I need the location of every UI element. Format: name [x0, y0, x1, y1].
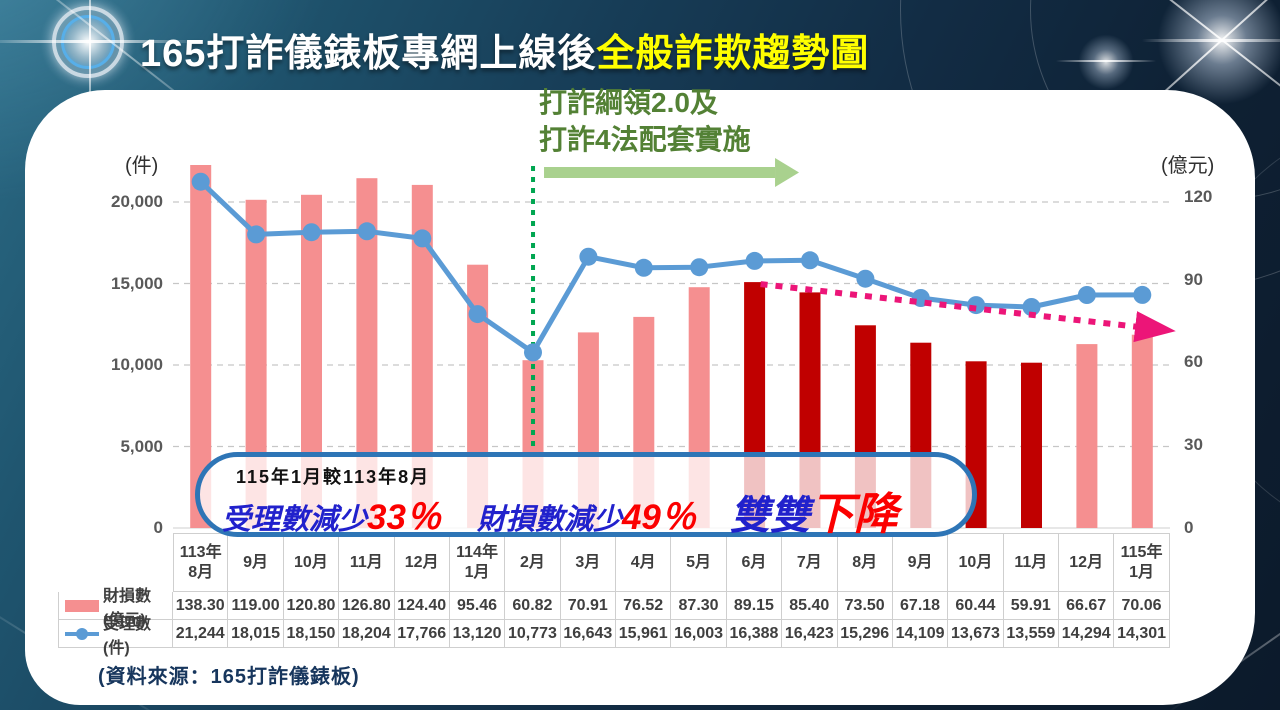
165-dashboard-logo	[38, 0, 138, 92]
loss-legend-swatch	[65, 599, 99, 612]
cases-value-cell: 15,296	[837, 620, 893, 648]
loss-value-cell: 76.52	[616, 592, 672, 620]
cases-value-cell: 14,109	[892, 620, 949, 648]
left-axis-tick: 5,000	[120, 436, 163, 456]
right-axis-tick: 30	[1184, 435, 1203, 455]
left-axis-tick: 10,000	[111, 355, 163, 374]
comparison-callout: 115年1月較113年8月 受理數減少 33％ 財損數減少 49％ 雙雙 下降	[195, 452, 977, 539]
loss-value-cell: 59.91	[1003, 592, 1059, 620]
loss-value-cell: 87.30	[671, 592, 727, 620]
loss-value-cell: 89.15	[726, 592, 783, 620]
cases-legend-cell: 受理數(件)	[58, 616, 173, 657]
cases-value-cell: 18,150	[283, 620, 340, 648]
loss-value-cell: 66.67	[1059, 592, 1115, 620]
loss-decrease-label: 財損數減少	[476, 504, 622, 536]
month-header-cell: 9月	[892, 533, 949, 592]
left-axis-unit: (件)	[125, 155, 159, 177]
decline-label: 下降	[809, 490, 898, 539]
cases-value-cell: 13,673	[948, 620, 1004, 648]
loss-row: 財損數(億元) 138.30 119.00 120.80 126.80 124.40 95.…	[58, 588, 1170, 629]
loss-value-cell: 138.30	[173, 592, 229, 620]
left-axis-tick: 20,000	[111, 192, 163, 211]
loss-value-cell: 60.82	[505, 592, 561, 620]
month-header-cell: 10月	[948, 533, 1004, 592]
policy-annotation-line1: 打詐綱領2.0及	[539, 87, 718, 118]
right-axis-tick: 60	[1184, 352, 1203, 372]
cases-value-cell: 16,388	[726, 620, 783, 648]
both-label: 雙雙	[729, 494, 810, 538]
source-note: (資料來源：165打詐儀錶板)	[98, 666, 360, 688]
policy-annotation-line2: 打詐4法配套實施	[539, 124, 751, 155]
month-header-cell: 12月	[1059, 533, 1115, 592]
left-axis-tick: 0	[153, 518, 163, 537]
loss-value-cell: 95.46	[449, 592, 506, 620]
cases-value-cell: 14,294	[1059, 620, 1115, 648]
loss-value-cell: 70.91	[560, 592, 616, 620]
right-axis-tick: 90	[1184, 269, 1203, 289]
month-header-cell: 11月	[1003, 533, 1059, 592]
cases-value-cell: 18,015	[228, 620, 284, 648]
cases-value-cell: 16,643	[560, 620, 616, 648]
callout-stats: 受理數減少 33％ 財損數減少 49％ 雙雙 下降	[222, 478, 898, 542]
lens-flare-ray	[1142, 39, 1280, 42]
policy-annotation: 打詐綱領2.0及 打詐4法配套實施	[539, 84, 751, 158]
loss-decrease-value: 49％	[621, 498, 696, 537]
cases-legend-swatch	[65, 627, 99, 640]
cases-value-cell: 14,301	[1114, 620, 1170, 648]
cases-value-cell: 15,961	[616, 620, 672, 648]
cases-value-cell: 21,244	[173, 620, 229, 648]
month-header-cell: 113年 8月	[173, 533, 229, 592]
loss-value-cell: 120.80	[283, 592, 340, 620]
loss-value-cell: 70.06	[1114, 592, 1170, 620]
loss-legend-cell: 財損數(億元)	[58, 588, 173, 629]
right-axis-unit: (億元)	[1161, 155, 1215, 177]
cases-value-cell: 13,559	[1003, 620, 1059, 648]
lens-flare-small	[1076, 32, 1136, 92]
callout-heading: 115年1月較113年8月	[236, 467, 431, 487]
page-title-prefix: 165打詐儀錶板專網上線後	[140, 33, 597, 75]
table-header-row: 113年 8月 9月 10月 11月 12月 114年 1月 2月 3月 4月 5月 6月 7月 8月 9月 1…	[58, 533, 1170, 592]
cases-decrease-label: 受理數減少	[222, 504, 368, 536]
month-header-cell: 115年 1月	[1114, 533, 1170, 592]
cases-decrease-value: 33％	[367, 498, 441, 537]
cases-value-cell: 16,423	[782, 620, 838, 648]
loss-value-cell: 85.40	[782, 592, 838, 620]
page-title: 165打詐儀錶板專網上線後全般詐欺趨勢圖	[140, 22, 869, 77]
cases-value-cell: 16,003	[671, 620, 727, 648]
loss-value-cell: 126.80	[339, 592, 395, 620]
page-title-highlight: 全般詐欺趨勢圖	[596, 33, 870, 75]
loss-value-cell: 119.00	[228, 592, 284, 620]
left-axis-tick: 15,000	[111, 273, 163, 293]
lens-flare-ray	[1056, 60, 1156, 62]
cases-value-cell: 18,204	[339, 620, 395, 648]
cases-value-cell: 10,773	[505, 620, 561, 648]
loss-value-cell: 73.50	[837, 592, 893, 620]
right-axis-tick: 0	[1184, 518, 1194, 537]
cases-value-cell: 17,766	[394, 620, 450, 648]
cases-row: 受理數(件) 21,244 18,015 18,150 18,204 17,766 13,1…	[58, 616, 1170, 657]
data-table: 113年 8月 9月 10月 11月 12月 114年 1月 2月 3月 4月 5月 6月 7月 8月 9月 1…	[58, 533, 1170, 657]
loss-value-cell: 124.40	[394, 592, 450, 620]
loss-value-cell: 67.18	[892, 592, 949, 620]
loss-value-cell: 60.44	[948, 592, 1004, 620]
cases-value-cell: 13,120	[449, 620, 506, 648]
logo-inner-ring	[61, 15, 115, 69]
right-axis-tick: 120	[1184, 186, 1213, 206]
